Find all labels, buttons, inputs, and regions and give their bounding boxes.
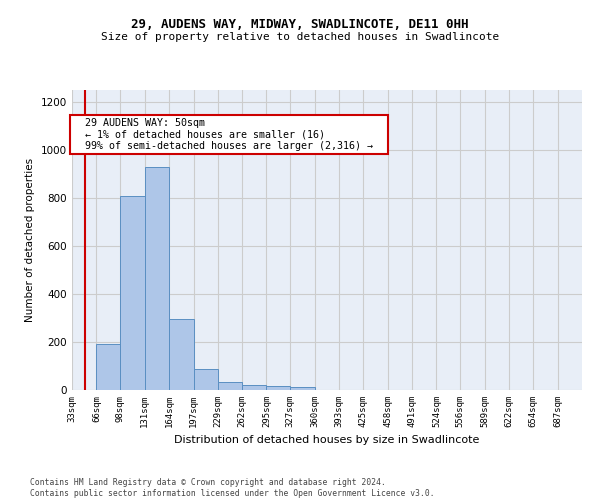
Bar [242,384,266,390]
Bar [290,387,315,390]
Bar [169,319,194,390]
Text: Contains HM Land Registry data © Crown copyright and database right 2024.
Contai: Contains HM Land Registry data © Crown c… [30,478,434,498]
Bar [97,344,120,390]
Text: Size of property relative to detached houses in Swadlincote: Size of property relative to detached ho… [101,32,499,42]
Bar [145,167,169,390]
X-axis label: Distribution of detached houses by size in Swadlincote: Distribution of detached houses by size … [175,436,479,446]
Bar [120,196,145,390]
Bar [194,369,218,390]
Text: 29, AUDENS WAY, MIDWAY, SWADLINCOTE, DE11 0HH: 29, AUDENS WAY, MIDWAY, SWADLINCOTE, DE1… [131,18,469,30]
Text: 29 AUDENS WAY: 50sqm  
  ← 1% of detached houses are smaller (16)  
  99% of sem: 29 AUDENS WAY: 50sqm ← 1% of detached ho… [73,118,385,151]
Bar [266,386,290,390]
Bar [218,382,242,390]
Y-axis label: Number of detached properties: Number of detached properties [25,158,35,322]
